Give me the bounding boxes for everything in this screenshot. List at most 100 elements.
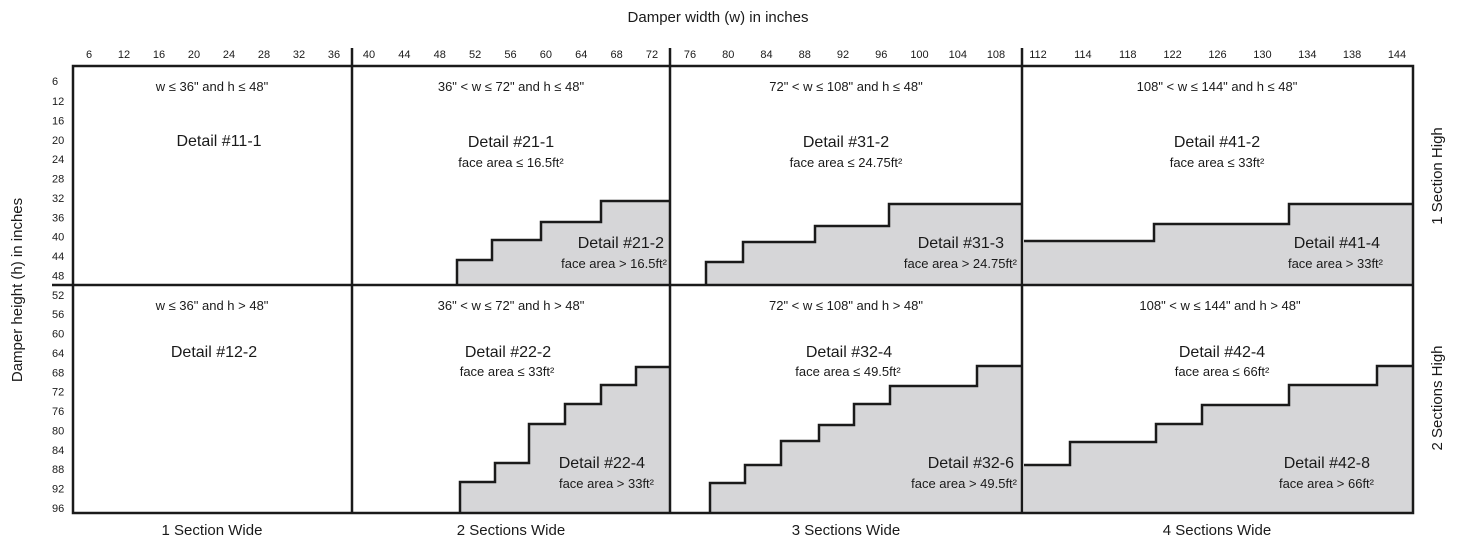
y-tick-label: 48 <box>52 270 64 282</box>
x-tick-label: 52 <box>469 49 481 61</box>
shaded-regions <box>457 201 1413 513</box>
cell-31-sub-area: face area > 24.75ft² <box>904 256 1018 271</box>
y-tick-label: 84 <box>52 445 64 457</box>
x-axis-title: Damper width (w) in inches <box>628 9 809 26</box>
cell-32-sub-area: face area > 49.5ft² <box>911 476 1018 491</box>
y-tick-label: 6 <box>52 76 58 88</box>
x-tick-label: 92 <box>837 49 849 61</box>
x-tick-label: 114 <box>1074 49 1092 61</box>
grid-border <box>71 64 1415 515</box>
column-label-1-section-wide: 1 Section Wide <box>162 522 263 539</box>
x-tick-label: 96 <box>875 49 887 61</box>
cell-22-detail: Detail #22-2 <box>465 344 551 361</box>
x-tick-label: 6 <box>86 49 92 61</box>
cell-31-condition: 72" < w ≤ 108" and h ≤ 48" <box>769 79 923 94</box>
y-tick-label: 72 <box>52 387 64 399</box>
x-tick-label: 68 <box>610 49 622 61</box>
x-tick-label: 80 <box>722 49 734 61</box>
y-tick-label: 36 <box>52 212 64 224</box>
y-tick-label: 68 <box>52 367 64 379</box>
region-41-4 <box>1024 204 1413 284</box>
x-tick-label: 28 <box>258 49 270 61</box>
x-tick-label: 84 <box>760 49 772 61</box>
y-tick-label: 92 <box>52 484 64 496</box>
column-label-3-sections-wide: 3 Sections Wide <box>792 522 900 539</box>
x-tick-label: 112 <box>1029 49 1047 61</box>
cell-42-area: face area ≤ 66ft² <box>1175 364 1270 379</box>
cell-32-detail: Detail #32-4 <box>806 344 892 361</box>
cell-31-sub-detail: Detail #31-3 <box>918 235 1004 252</box>
region-22-4 <box>460 367 670 513</box>
x-tick-label: 36 <box>328 49 340 61</box>
cell-41-area: face area ≤ 33ft² <box>1170 155 1265 170</box>
y-axis-title: Damper height (h) in inches <box>9 198 26 382</box>
boundary-21 <box>455 199 670 284</box>
x-tick-label: 32 <box>293 49 305 61</box>
x-tick-label: 48 <box>434 49 446 61</box>
x-tick-label: 118 <box>1119 49 1137 61</box>
cell-22-area: face area ≤ 33ft² <box>460 364 555 379</box>
cell-41-detail: Detail #41-2 <box>1174 134 1260 151</box>
boundary-31 <box>704 202 1022 284</box>
step-lines <box>455 199 1413 513</box>
cell-31-detail: Detail #31-2 <box>803 134 889 151</box>
region-31-3 <box>706 204 1022 284</box>
x-tick-label: 100 <box>910 49 928 61</box>
x-tick-label: 60 <box>540 49 552 61</box>
cell-11-detail: Detail #11-1 <box>176 133 261 150</box>
cell-21-sub-area: face area > 16.5ft² <box>561 256 668 271</box>
y-tick-label: 28 <box>52 174 64 186</box>
x-tick-label: 104 <box>949 49 967 61</box>
cell-22-sub-detail: Detail #22-4 <box>559 455 645 472</box>
cell-12-condition: w ≤ 36" and h > 48" <box>155 298 269 313</box>
boundary-32 <box>708 364 1022 513</box>
boundary-42 <box>1024 364 1413 467</box>
y-tick-label: 32 <box>52 193 64 205</box>
cell-31-area: face area ≤ 24.75ft² <box>790 155 903 170</box>
cell-42-sub-detail: Detail #42-8 <box>1284 455 1370 472</box>
y-tick-label: 20 <box>52 135 64 147</box>
x-tick-labels: 6 12 16 20 24 28 32 36 40 44 48 52 56 60 64 68 72 76 80 84 8… <box>86 49 1406 61</box>
cell-42-detail: Detail #42-4 <box>1179 344 1265 361</box>
y-tick-label: 60 <box>52 329 64 341</box>
x-tick-label: 40 <box>363 49 375 61</box>
y-tick-label: 96 <box>52 503 64 515</box>
cell-42-sub-area: face area > 66ft² <box>1279 476 1375 491</box>
x-tick-label: 122 <box>1163 49 1181 61</box>
y-tick-label: 44 <box>52 251 64 263</box>
x-tick-label: 12 <box>118 49 130 61</box>
x-tick-label: 24 <box>223 49 235 61</box>
cell-42-condition: 108" < w ≤ 144" and h > 48" <box>1139 298 1301 313</box>
cell-21-detail: Detail #21-1 <box>468 134 554 151</box>
x-tick-label: 76 <box>684 49 696 61</box>
cell-21-area: face area ≤ 16.5ft² <box>458 155 564 170</box>
y-tick-label: 16 <box>52 115 64 127</box>
region-42-8 <box>1024 366 1413 513</box>
x-tick-label: 138 <box>1343 49 1361 61</box>
row-label-1-section-high: 1 Section High <box>1429 127 1446 225</box>
cell-22-condition: 36" < w ≤ 72" and h > 48" <box>438 298 585 313</box>
cell-12-detail: Detail #12-2 <box>171 344 257 361</box>
region-32-6 <box>710 366 1022 513</box>
cell-11-condition: w ≤ 36" and h ≤ 48" <box>155 79 269 94</box>
x-tick-label: 56 <box>504 49 516 61</box>
y-tick-label: 40 <box>52 232 64 244</box>
column-label-2-sections-wide: 2 Sections Wide <box>457 522 565 539</box>
x-tick-label: 20 <box>188 49 200 61</box>
y-tick-labels: 6 12 16 20 24 28 32 36 40 44 48 52 56 60 64 68 72 76 80 84 8… <box>52 76 64 515</box>
cell-41-condition: 108" < w ≤ 144" and h ≤ 48" <box>1137 79 1298 94</box>
cell-32-condition: 72" < w ≤ 108" and h > 48" <box>769 298 923 313</box>
region-21-2 <box>457 201 670 284</box>
cell-32-sub-detail: Detail #32-6 <box>928 455 1014 472</box>
y-tick-label: 88 <box>52 464 64 476</box>
y-tick-label: 24 <box>52 154 64 166</box>
cell-41-sub-detail: Detail #41-4 <box>1294 235 1380 252</box>
y-tick-label: 56 <box>52 309 64 321</box>
x-tick-label: 134 <box>1298 49 1316 61</box>
x-tick-label: 130 <box>1253 49 1271 61</box>
boundary-22 <box>458 365 670 513</box>
x-tick-label: 126 <box>1208 49 1226 61</box>
x-tick-label: 44 <box>398 49 410 61</box>
x-tick-label: 144 <box>1388 49 1406 61</box>
